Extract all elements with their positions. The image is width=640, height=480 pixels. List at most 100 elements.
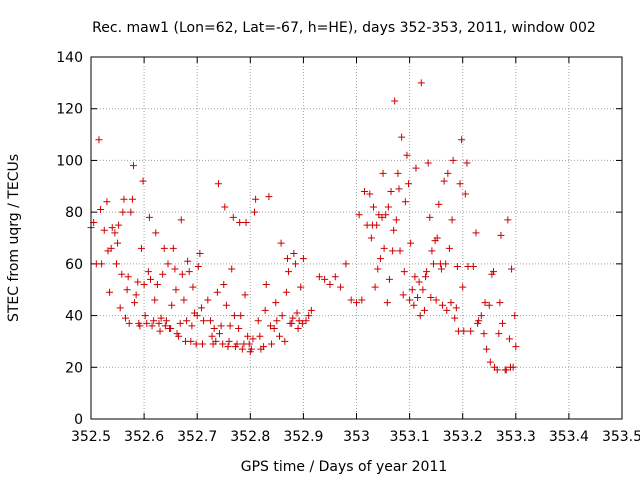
- y-tick-label: 100: [56, 153, 83, 169]
- data-point: [387, 187, 395, 195]
- data-point: [217, 322, 225, 330]
- data-point: [244, 332, 252, 340]
- data-point: [321, 275, 329, 283]
- data-points: [87, 79, 520, 374]
- data-point: [98, 260, 106, 268]
- data-point: [260, 343, 268, 351]
- data-point: [293, 309, 301, 317]
- data-point: [245, 340, 253, 348]
- data-point: [458, 136, 466, 144]
- data-point: [504, 216, 512, 224]
- data-point: [401, 198, 409, 206]
- x-axis-label: GPS time / Days of year 2011: [241, 459, 448, 475]
- data-point: [247, 345, 255, 353]
- data-point: [216, 330, 224, 338]
- data-point: [183, 317, 191, 325]
- data-point: [353, 299, 360, 307]
- data-point: [118, 270, 126, 278]
- data-point: [505, 335, 513, 343]
- data-point: [95, 136, 103, 144]
- data-point: [131, 299, 139, 307]
- data-point: [326, 281, 334, 289]
- data-point: [171, 265, 179, 273]
- data-point: [411, 273, 419, 281]
- data-point: [461, 190, 469, 198]
- data-point: [262, 281, 270, 289]
- data-point: [406, 296, 414, 304]
- data-point: [252, 195, 260, 203]
- data-point: [168, 301, 176, 309]
- data-point: [204, 296, 212, 304]
- data-point: [235, 325, 243, 332]
- data-point: [278, 312, 286, 320]
- data-point: [125, 319, 133, 327]
- data-point: [200, 317, 208, 325]
- data-point: [355, 211, 363, 219]
- data-point: [123, 286, 131, 294]
- data-point: [331, 273, 339, 281]
- data-point: [447, 299, 455, 307]
- data-point: [213, 288, 221, 296]
- data-point: [219, 340, 227, 348]
- data-point: [141, 312, 149, 320]
- data-point: [196, 250, 204, 258]
- data-point: [289, 314, 297, 322]
- data-point: [502, 366, 510, 374]
- data-point: [472, 229, 480, 237]
- data-point: [214, 180, 222, 188]
- data-point: [400, 268, 408, 276]
- data-point: [164, 260, 172, 268]
- data-point: [212, 337, 220, 345]
- data-point: [103, 198, 111, 206]
- data-point: [225, 337, 233, 345]
- y-tick-label: 40: [65, 309, 83, 325]
- data-point: [394, 169, 402, 177]
- data-point: [315, 273, 323, 281]
- data-point: [392, 216, 400, 224]
- data-point: [249, 335, 257, 343]
- data-point: [440, 177, 448, 185]
- data-point: [342, 260, 350, 268]
- data-point: [432, 296, 440, 304]
- data-point: [97, 206, 105, 214]
- data-point: [139, 177, 147, 185]
- data-point: [298, 319, 306, 327]
- data-point: [210, 325, 218, 332]
- data-point: [477, 312, 485, 320]
- data-point: [380, 244, 388, 252]
- data-point: [463, 159, 471, 167]
- data-point: [417, 79, 425, 87]
- data-point: [426, 213, 434, 221]
- data-point: [153, 281, 161, 289]
- data-point: [197, 304, 205, 312]
- data-point: [485, 301, 493, 309]
- data-point: [424, 159, 432, 167]
- y-tick-label: 20: [65, 360, 83, 376]
- data-point: [405, 180, 413, 188]
- data-point: [270, 325, 278, 332]
- y-tick-label: 60: [65, 257, 83, 273]
- data-point: [272, 299, 280, 307]
- data-point: [480, 330, 488, 338]
- data-point: [437, 265, 445, 273]
- data-point: [366, 190, 374, 198]
- data-point: [100, 226, 108, 234]
- data-point: [449, 156, 457, 164]
- data-point: [241, 291, 249, 299]
- data-point: [167, 325, 175, 332]
- data-point: [493, 366, 501, 374]
- grid-lines: [91, 57, 622, 419]
- data-point: [302, 317, 310, 325]
- data-point: [230, 312, 238, 320]
- data-point: [261, 306, 269, 314]
- data-point: [156, 327, 164, 335]
- data-point: [294, 325, 302, 332]
- data-point: [233, 340, 241, 348]
- data-point: [251, 208, 259, 216]
- data-point: [412, 164, 420, 172]
- data-point: [442, 260, 450, 268]
- data-point: [374, 265, 382, 273]
- data-point: [115, 221, 123, 229]
- data-point: [140, 281, 148, 289]
